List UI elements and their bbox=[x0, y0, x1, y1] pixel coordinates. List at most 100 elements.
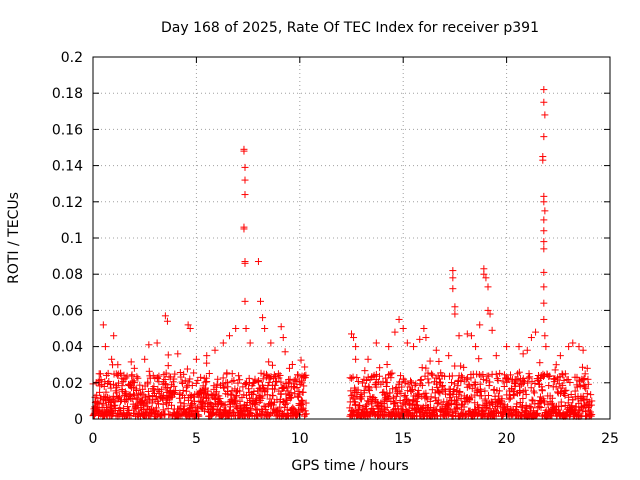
data-point bbox=[540, 198, 548, 206]
data-point bbox=[220, 383, 228, 391]
data-point bbox=[411, 381, 419, 389]
data-point bbox=[449, 285, 457, 293]
data-point bbox=[240, 225, 248, 233]
data-point bbox=[174, 350, 182, 358]
data-point bbox=[530, 387, 538, 395]
data-point bbox=[535, 403, 543, 411]
data-point bbox=[403, 339, 411, 347]
data-point bbox=[540, 133, 548, 141]
data-point bbox=[384, 393, 392, 401]
data-point bbox=[504, 404, 512, 412]
data-point bbox=[288, 393, 296, 401]
data-point bbox=[102, 388, 110, 396]
y-tick-label: 0.04 bbox=[52, 340, 83, 356]
data-point bbox=[150, 383, 158, 391]
data-point bbox=[170, 382, 178, 390]
data-point bbox=[283, 384, 291, 392]
data-point bbox=[538, 386, 546, 394]
data-point bbox=[388, 369, 396, 377]
data-point bbox=[352, 355, 360, 363]
data-point bbox=[475, 403, 483, 411]
data-point bbox=[130, 364, 138, 372]
data-point bbox=[541, 111, 549, 119]
data-point bbox=[159, 395, 167, 403]
data-point bbox=[219, 380, 227, 388]
data-point bbox=[397, 372, 405, 380]
data-point bbox=[188, 381, 196, 389]
data-point bbox=[407, 387, 415, 395]
data-point bbox=[522, 390, 530, 398]
data-point bbox=[566, 378, 574, 386]
data-point bbox=[492, 370, 500, 378]
data-point bbox=[277, 323, 285, 331]
data-point bbox=[160, 391, 168, 399]
data-point bbox=[270, 371, 278, 379]
data-point bbox=[551, 406, 559, 414]
data-point bbox=[348, 330, 355, 338]
data-point bbox=[235, 372, 243, 380]
data-point bbox=[453, 403, 461, 411]
data-point bbox=[475, 355, 483, 363]
data-point bbox=[170, 375, 178, 383]
data-point bbox=[486, 378, 494, 386]
data-point bbox=[500, 371, 508, 379]
data-point bbox=[516, 388, 524, 396]
data-point bbox=[192, 379, 200, 387]
data-point bbox=[141, 355, 149, 363]
data-point bbox=[583, 364, 591, 372]
data-point bbox=[562, 411, 570, 419]
data-point bbox=[121, 388, 129, 396]
data-point bbox=[137, 389, 145, 397]
data-point bbox=[479, 370, 487, 378]
data-point bbox=[108, 355, 116, 363]
y-tick-label: 0.14 bbox=[52, 159, 83, 175]
data-point bbox=[396, 378, 404, 386]
data-point bbox=[156, 411, 164, 419]
y-tick-label: 0.16 bbox=[52, 122, 83, 138]
data-point bbox=[186, 325, 194, 332]
data-point bbox=[418, 381, 426, 389]
data-point bbox=[494, 376, 502, 384]
data-point bbox=[463, 330, 471, 338]
data-point bbox=[352, 343, 360, 351]
data-point bbox=[203, 378, 211, 386]
data-point bbox=[417, 376, 425, 384]
data-point bbox=[205, 369, 213, 377]
data-point bbox=[232, 325, 240, 332]
data-point bbox=[177, 399, 185, 407]
data-point bbox=[452, 399, 460, 407]
data-point bbox=[485, 392, 493, 400]
data-point bbox=[223, 369, 231, 377]
data-point bbox=[259, 314, 267, 322]
data-point bbox=[95, 370, 103, 378]
data-point bbox=[382, 382, 390, 390]
data-point bbox=[348, 374, 356, 382]
data-point bbox=[540, 268, 548, 276]
x-tick-label: 10 bbox=[291, 431, 309, 447]
data-point bbox=[540, 227, 548, 235]
data-point bbox=[365, 387, 373, 395]
data-point bbox=[435, 357, 443, 365]
data-point bbox=[559, 381, 567, 389]
data-point bbox=[407, 378, 415, 386]
data-point bbox=[540, 98, 548, 106]
data-point bbox=[164, 351, 172, 359]
data-point bbox=[454, 396, 462, 404]
data-point bbox=[298, 401, 306, 409]
data-point bbox=[540, 299, 548, 307]
data-point bbox=[354, 386, 362, 394]
data-point bbox=[203, 359, 211, 367]
data-point bbox=[516, 399, 524, 407]
data-point bbox=[448, 372, 456, 380]
data-point bbox=[383, 403, 391, 411]
data-point bbox=[293, 384, 301, 392]
data-point bbox=[104, 369, 112, 377]
data-point bbox=[258, 394, 266, 402]
data-point bbox=[296, 380, 304, 388]
data-point bbox=[473, 387, 481, 395]
data-point bbox=[414, 386, 422, 394]
data-point bbox=[104, 393, 112, 401]
data-point bbox=[362, 401, 370, 409]
data-point bbox=[230, 376, 238, 384]
data-point bbox=[519, 350, 527, 358]
